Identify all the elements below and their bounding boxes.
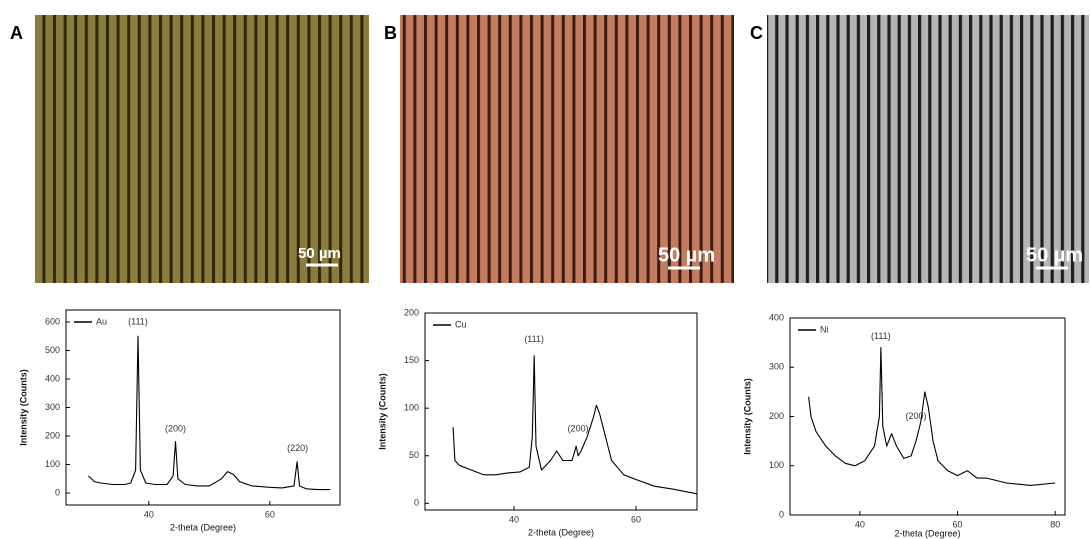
y-tick-label: 0 [779,509,784,519]
scale-bar-label: 50 µm [298,245,341,262]
peak-label: (111) [871,331,891,341]
data-line [88,335,331,491]
panel-label: A [10,23,23,43]
scale-bar-label: 50 µm [1026,244,1083,266]
x-axis-label: 2-theta (Degree) [894,528,960,538]
peak-label: (111) [524,334,544,344]
y-axis-label: Intensity (Counts) [742,378,752,455]
panel-label: B [384,23,397,43]
panel-label: C [750,23,763,43]
y-tick-label: 200 [404,307,419,317]
y-tick-label: 100 [404,403,419,413]
x-tick-label: 40 [509,514,519,524]
x-tick-label: 40 [855,519,865,529]
y-tick-label: 100 [769,460,784,470]
x-axis-label: 2-theta (Degree) [528,527,594,537]
y-tick-label: 400 [45,373,60,383]
legend-label: Au [96,316,107,326]
y-tick-label: 200 [45,430,60,440]
x-tick-label: 40 [144,509,154,519]
micrograph [400,15,734,283]
x-tick-label: 60 [265,509,275,519]
y-tick-label: 150 [404,355,419,365]
y-tick-label: 400 [769,312,784,322]
y-tick-label: 0 [55,487,60,497]
plot-frame [789,317,1066,516]
plot-frame [424,312,698,511]
peak-label: (220) [287,443,308,453]
x-axis-label: 2-theta (Degree) [170,522,236,532]
y-tick-label: 100 [45,459,60,469]
y-tick-label: 0 [414,498,419,508]
micrograph [35,15,369,283]
legend-label: Cu [455,319,467,329]
data-line [452,355,698,495]
legend-label: Ni [820,324,829,334]
peak-label: (200) [568,423,589,433]
x-tick-label: 60 [631,514,641,524]
y-tick-label: 500 [45,345,60,355]
scale-bar-label: 50 µm [658,244,715,266]
peak-label: (200) [165,423,186,433]
y-tick-label: 200 [769,411,784,421]
data-line [808,347,1056,486]
y-tick-label: 50 [409,450,419,460]
y-tick-label: 300 [769,362,784,372]
x-tick-label: 80 [1050,519,1060,529]
y-tick-label: 300 [45,402,60,412]
x-tick-label: 60 [953,519,963,529]
micrograph [767,15,1089,283]
y-tick-label: 600 [45,316,60,326]
y-axis-label: Intensity (Counts) [377,373,387,450]
peak-label: (111) [128,316,148,326]
y-axis-label: Intensity (Counts) [18,369,28,446]
peak-label: (200) [906,411,927,421]
